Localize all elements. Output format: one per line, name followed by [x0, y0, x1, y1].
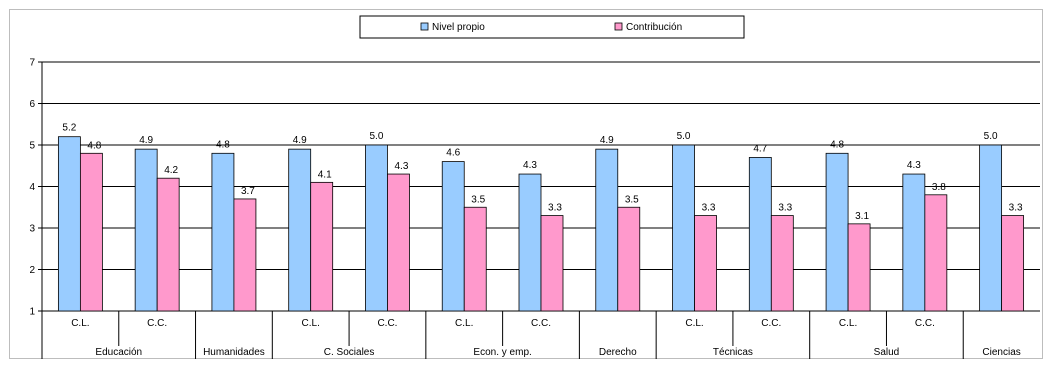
bar-contribucion [156, 177, 180, 312]
subcategory-label: C.C. [761, 318, 781, 329]
bar-nivel-propio [979, 144, 1003, 312]
bar-contribucion [770, 215, 794, 312]
group-label: Ciencias [982, 347, 1020, 358]
bar-contribucion [79, 152, 103, 312]
y-tick-label: 6 [29, 99, 35, 110]
data-label: 3.5 [471, 194, 485, 205]
data-label: 3.3 [1009, 203, 1023, 214]
data-label: 3.5 [625, 194, 639, 205]
bar-nivel-propio [748, 157, 772, 312]
bar-contribucion [924, 194, 948, 312]
group-label: Derecho [599, 347, 637, 358]
data-label: 3.8 [932, 182, 946, 193]
bar-contribucion [694, 215, 717, 312]
data-label: 3.3 [548, 203, 562, 214]
legend-swatch-nivel-propio [420, 22, 429, 31]
bar-nivel-propio [672, 144, 695, 312]
chart-frame: 1 2 3 4 5 6 7 5.2 4.8 4.9 4.2 4.8 3.7 4.9 4.1 5.0 4.3 4.6… [9, 9, 1043, 359]
data-label: 4.3 [395, 161, 409, 172]
bar-nivel-propio [57, 136, 81, 312]
bar-nivel-propio [134, 148, 158, 312]
bar-nivel-propio [288, 148, 312, 312]
bar-contribucion [463, 206, 487, 312]
y-tick-label: 2 [29, 265, 35, 276]
bar-contribucion [540, 215, 564, 312]
bar-contribucion [310, 181, 334, 312]
bar-nivel-propio [595, 148, 619, 312]
bar-chart: 1 2 3 4 5 6 7 5.2 4.8 4.9 4.2 4.8 3.7 4.9 4.1 5.0 4.3 4.6… [29, 15, 1040, 359]
subcategory-label: C.C. [147, 318, 167, 329]
group-label: Técnicas [713, 347, 753, 358]
data-label: 5.0 [370, 131, 384, 142]
data-label: 4.3 [907, 160, 921, 171]
data-label: 4.9 [139, 135, 153, 146]
subcategory-label: C.L. [839, 318, 857, 329]
bar-nivel-propio [902, 173, 926, 312]
data-label: 4.9 [600, 135, 614, 146]
legend-box [359, 15, 745, 39]
legend-label: Nivel propio [432, 22, 485, 33]
group-label: Salud [874, 347, 900, 358]
bar-nivel-propio [441, 161, 465, 312]
subcategory-label: C.C. [531, 318, 551, 329]
subcategory-label: C.L. [455, 318, 473, 329]
data-label: 4.3 [523, 160, 537, 171]
bar-nivel-propio [211, 152, 235, 312]
group-label: C. Sociales [324, 347, 375, 358]
data-label: 5.0 [677, 131, 691, 142]
data-label: 3.1 [855, 211, 869, 222]
data-label: 5.0 [984, 131, 998, 142]
y-tick-label: 3 [29, 224, 35, 235]
bar-contribucion [617, 206, 641, 312]
y-tick-label: 4 [29, 182, 35, 193]
data-label: 4.9 [293, 135, 307, 146]
data-label: 4.8 [830, 139, 844, 150]
bar-contribucion [387, 173, 410, 312]
subcategory-label: C.C. [915, 318, 935, 329]
bar-nivel-propio [825, 152, 849, 312]
data-label: 4.7 [753, 143, 767, 154]
bar-contribucion [847, 223, 871, 312]
bar-contribucion [233, 198, 257, 312]
subcategory-label: C.L. [71, 318, 89, 329]
data-label: 3.7 [241, 186, 255, 197]
y-tick-label: 5 [29, 141, 35, 152]
subcategory-label: C.L. [685, 318, 703, 329]
data-label: 4.1 [318, 169, 332, 180]
y-tick-label: 1 [29, 307, 35, 318]
group-label: Educación [95, 347, 142, 358]
bar-contribucion [1001, 215, 1025, 312]
legend-swatch-contribucion [614, 22, 623, 31]
data-label: 4.2 [164, 165, 178, 176]
data-label: 4.6 [446, 148, 460, 159]
group-label: Humanidades [203, 347, 265, 358]
y-tick-label: 7 [29, 58, 35, 69]
data-label: 5.2 [62, 123, 76, 134]
bar-nivel-propio [365, 144, 388, 312]
legend-label: Contribución [626, 22, 682, 33]
data-label: 4.8 [216, 139, 230, 150]
data-label: 3.3 [778, 203, 792, 214]
subcategory-label: C.L. [302, 318, 320, 329]
subcategory-label: C.C. [377, 318, 397, 329]
data-label: 4.8 [87, 140, 101, 151]
bar-nivel-propio [518, 173, 542, 312]
group-label: Econ. y emp. [473, 347, 531, 358]
data-label: 3.3 [702, 203, 716, 214]
